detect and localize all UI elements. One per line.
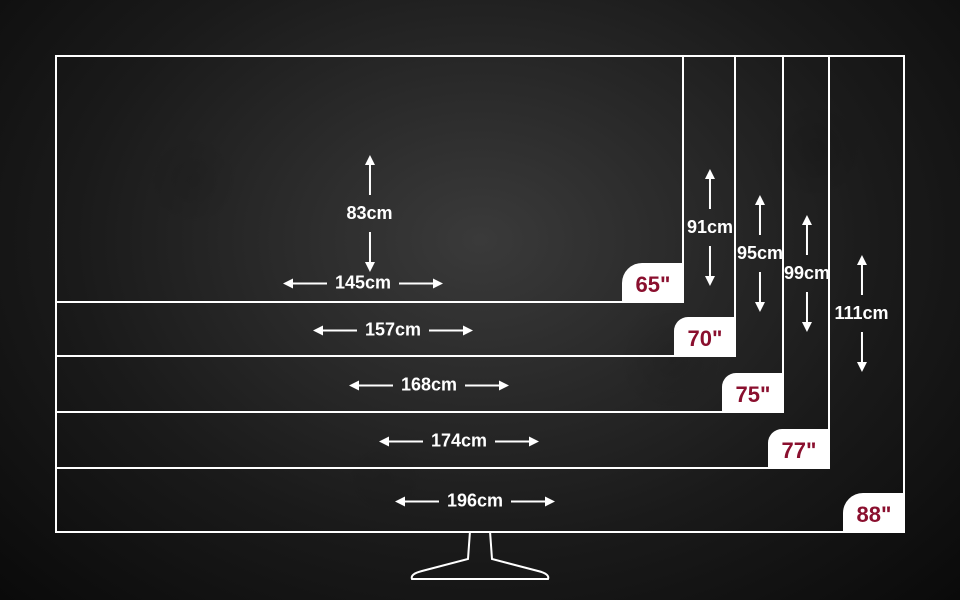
size-badge-65: 65" [622, 263, 684, 303]
size-badge-70: 70" [674, 317, 736, 357]
height-value-70: 91cm [687, 217, 733, 238]
tv-stand-icon [410, 531, 550, 586]
width-value-88: 196cm [447, 491, 503, 512]
width-value-75: 168cm [401, 375, 457, 396]
height-label-70: 91cm [687, 169, 733, 286]
height-value-75: 95cm [737, 243, 783, 264]
size-badge-77: 77" [768, 429, 830, 469]
size-badge-75: 75" [722, 373, 784, 413]
height-label-65: 83cm [346, 155, 392, 272]
height-label-75: 95cm [737, 195, 783, 312]
width-label-77: 174cm [379, 431, 539, 452]
tv-size-diagram: 65" 145cm 83cm 70" 157cm 91cm 75" 168cm … [55, 55, 905, 533]
width-label-88: 196cm [395, 491, 555, 512]
width-value-70: 157cm [365, 320, 421, 341]
height-value-77: 99cm [784, 263, 830, 284]
height-value-65: 83cm [346, 203, 392, 224]
width-value-77: 174cm [431, 431, 487, 452]
width-label-70: 157cm [313, 320, 473, 341]
width-value-65: 145cm [335, 273, 391, 294]
height-value-88: 111cm [834, 303, 888, 324]
height-label-88: 111cm [834, 255, 888, 372]
width-label-75: 168cm [349, 375, 509, 396]
height-label-77: 99cm [784, 215, 830, 332]
width-label-65: 145cm [283, 273, 443, 294]
size-badge-88: 88" [843, 493, 905, 533]
